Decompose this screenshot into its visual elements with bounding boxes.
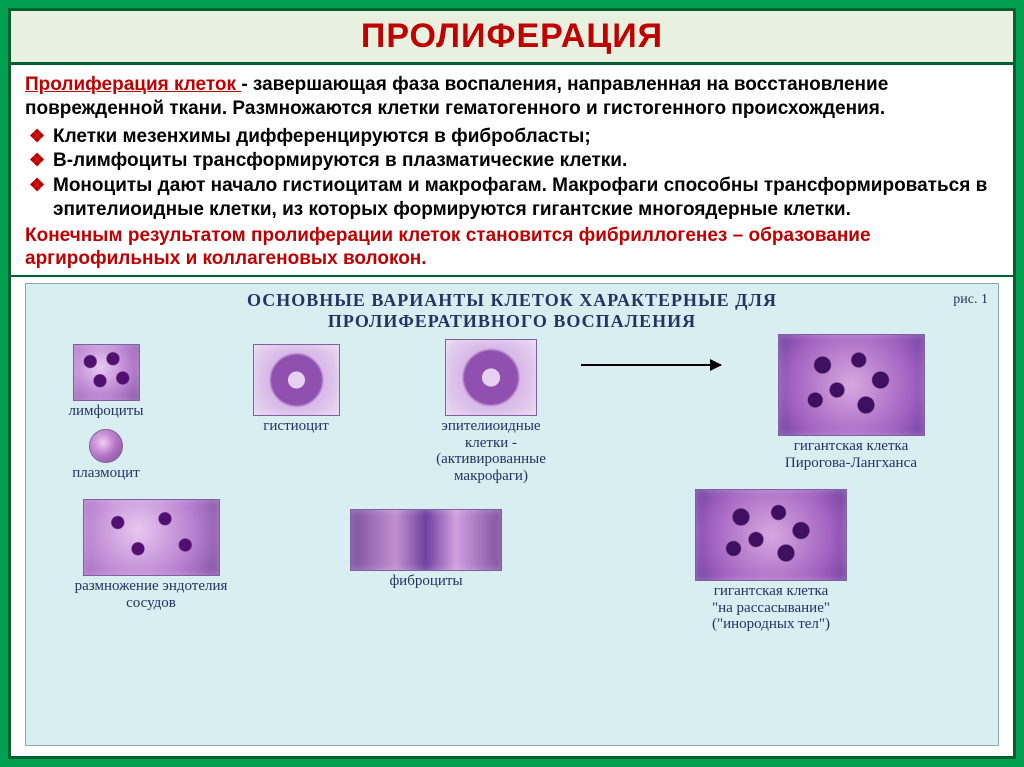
cell-label: лимфоциты bbox=[46, 403, 166, 420]
cell-label: размножение эндотелия сосудов bbox=[36, 578, 266, 611]
cell-histiocyte: гистиоцит bbox=[226, 344, 366, 435]
diagram-title: ОСНОВНЫЕ ВАРИАНТЫ КЛЕТОК ХАРАКТЕРНЫЕ ДЛЯ… bbox=[26, 284, 998, 332]
diagram-title-line2: ПРОЛИФЕРАТИВНОГО ВОСПАЛЕНИЯ bbox=[30, 311, 994, 332]
cell-image-icon bbox=[83, 499, 220, 576]
cell-endothelium: размножение эндотелия сосудов bbox=[36, 499, 266, 611]
cell-label: гигантская клетка "на рассасывание" ("ин… bbox=[646, 583, 896, 633]
cell-image-icon bbox=[445, 339, 537, 416]
figure-number: рис. 1 bbox=[953, 292, 988, 308]
bullet-item: Клетки мезенхимы дифференцируются в фибр… bbox=[25, 125, 999, 149]
cell-giant-foreign: гигантская клетка "на рассасывание" ("ин… bbox=[646, 489, 896, 633]
cell-image-icon bbox=[778, 334, 925, 436]
title-bar: ПРОЛИФЕРАЦИЯ bbox=[11, 11, 1013, 65]
cell-image-icon bbox=[695, 489, 847, 581]
bullet-item: В-лимфоциты трансформируются в плазматич… bbox=[25, 149, 999, 173]
bullet-item: Моноциты дают начало гистиоцитам и макро… bbox=[25, 174, 999, 222]
cell-label: эпителиоидные клетки - (активированные м… bbox=[406, 418, 576, 484]
page-title: ПРОЛИФЕРАЦИЯ bbox=[361, 17, 663, 55]
conclusion-text: Конечным результатом пролиферации клеток… bbox=[25, 224, 999, 272]
cell-epithelioid: эпителиоидные клетки - (активированные м… bbox=[406, 339, 576, 484]
cell-lymphocytes: лимфоциты bbox=[46, 344, 166, 420]
cell-giant-pirogov: гигантская клетка Пирогова-Лангханса bbox=[726, 334, 976, 471]
cell-label: гигантская клетка Пирогова-Лангханса bbox=[726, 438, 976, 471]
cell-image-icon bbox=[350, 509, 502, 571]
cell-label: фиброциты bbox=[336, 573, 516, 590]
slide: ПРОЛИФЕРАЦИЯ Пролиферация клеток - завер… bbox=[0, 0, 1024, 767]
arrow-icon bbox=[581, 364, 721, 366]
diagram-title-line1: ОСНОВНЫЕ ВАРИАНТЫ КЛЕТОК ХАРАКТЕРНЫЕ ДЛЯ bbox=[30, 290, 994, 311]
cell-image-icon bbox=[73, 344, 140, 401]
term-proliferation: Пролиферация клеток bbox=[25, 74, 241, 95]
slide-inner: ПРОЛИФЕРАЦИЯ Пролиферация клеток - завер… bbox=[8, 8, 1016, 759]
text-content: Пролиферация клеток - завершающая фаза в… bbox=[11, 65, 1013, 277]
diagram-panel: ОСНОВНЫЕ ВАРИАНТЫ КЛЕТОК ХАРАКТЕРНЫЕ ДЛЯ… bbox=[25, 283, 999, 746]
cell-label: плазмоцит bbox=[46, 465, 166, 482]
cell-image-icon bbox=[89, 429, 123, 463]
cell-fibrocytes: фиброциты bbox=[336, 509, 516, 590]
cell-plasmocyte: плазмоцит bbox=[46, 429, 166, 482]
cell-label: гистиоцит bbox=[226, 418, 366, 435]
cell-image-icon bbox=[253, 344, 340, 416]
bullet-list: Клетки мезенхимы дифференцируются в фибр… bbox=[25, 125, 999, 222]
